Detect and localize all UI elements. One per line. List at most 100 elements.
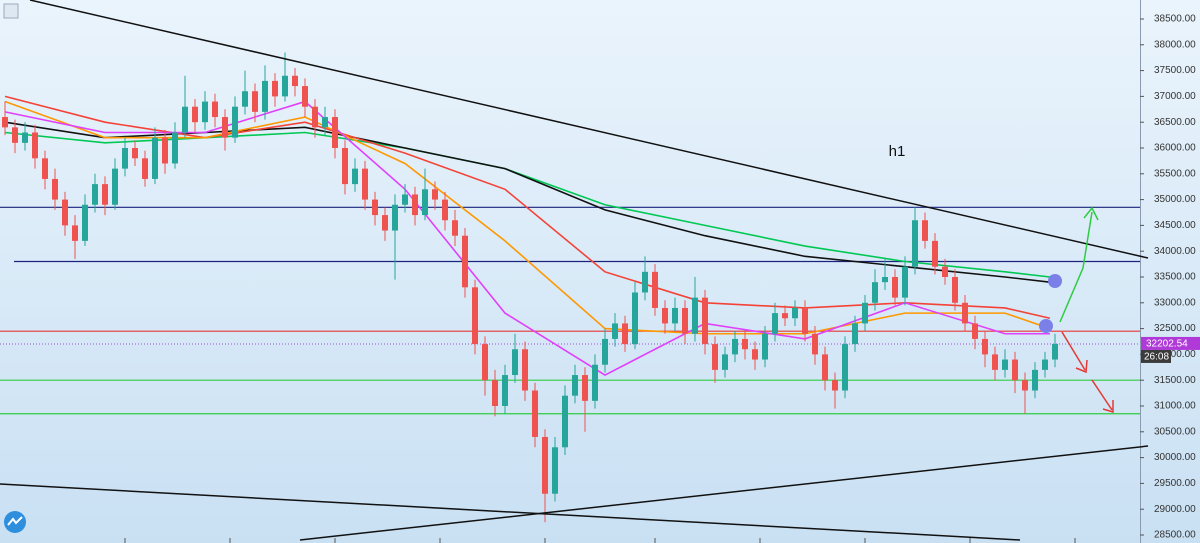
candle-body <box>1012 359 1018 381</box>
candle-body <box>202 101 208 123</box>
candle-body <box>1032 369 1038 391</box>
candle-body <box>372 199 378 216</box>
candle-body <box>682 307 688 334</box>
y-tick-label: 32000.00 <box>1154 349 1196 360</box>
candle-body <box>72 225 78 241</box>
menu-button[interactable] <box>3 3 19 19</box>
candle-body <box>322 117 328 128</box>
candle-body <box>402 194 408 205</box>
candle-body <box>252 91 258 112</box>
candle-body <box>662 307 668 324</box>
candle-body <box>912 220 918 267</box>
candle-body <box>572 375 578 396</box>
candle-body <box>692 297 698 334</box>
candle-body <box>522 349 528 391</box>
moving-average <box>4 131 1051 278</box>
candle-body <box>102 184 108 205</box>
candle-body <box>112 168 118 205</box>
candle-body <box>762 333 768 360</box>
candle-body <box>702 297 708 345</box>
candle-body <box>142 158 148 179</box>
candle-body <box>292 75 298 87</box>
candle-body <box>712 344 718 370</box>
y-tick-label: 34000.00 <box>1154 246 1196 257</box>
x-axis-ticks <box>124 538 1076 543</box>
last-price-box <box>1141 336 1200 350</box>
candle-body <box>92 184 98 205</box>
candle-body <box>552 447 558 494</box>
y-tick-label: 28500.00 <box>1154 530 1196 541</box>
candle-body <box>412 194 418 216</box>
candle-body <box>952 276 958 303</box>
candle-body <box>982 338 988 355</box>
trend-line <box>0 483 1021 541</box>
candle-body <box>222 117 228 138</box>
timeframe-label: h1 <box>889 143 906 160</box>
candle-body <box>272 80 278 97</box>
marker-dot <box>1039 319 1053 333</box>
candle-body <box>132 147 138 159</box>
candle-body <box>542 436 548 494</box>
moving-average <box>4 100 1050 376</box>
candle-body <box>232 106 238 138</box>
candle-body <box>562 395 568 448</box>
candle-body <box>312 106 318 128</box>
candle-body <box>122 147 128 169</box>
candle-body <box>842 344 848 391</box>
candle-body <box>582 375 588 401</box>
candle-body <box>722 354 728 370</box>
candle-body <box>182 106 188 133</box>
candle-body <box>852 323 858 345</box>
candle-body <box>962 302 968 324</box>
candle-body <box>772 313 778 334</box>
candle-body <box>62 199 68 226</box>
candle-body <box>442 199 448 221</box>
candle-body <box>882 276 888 283</box>
candle-body <box>872 282 878 303</box>
candle-body <box>932 240 938 267</box>
y-tick-label: 34500.00 <box>1154 220 1196 231</box>
candle-body <box>52 178 58 200</box>
arrow-head <box>1075 359 1088 374</box>
candle-body <box>782 313 788 319</box>
candle-body <box>602 338 608 365</box>
candle-body <box>492 380 498 406</box>
candle-body <box>392 204 398 231</box>
candle-body <box>82 204 88 241</box>
candle-body <box>502 375 508 406</box>
candle-body <box>2 117 8 128</box>
y-tick-label: 38500.00 <box>1154 14 1196 25</box>
y-tick-label: 32500.00 <box>1154 323 1196 334</box>
plot <box>0 52 1140 523</box>
candle-body <box>1022 380 1028 391</box>
y-tick-label: 33500.00 <box>1154 272 1196 283</box>
candle-body <box>592 364 598 401</box>
y-tick-label: 37500.00 <box>1154 65 1196 76</box>
y-tick-label: 30000.00 <box>1154 452 1196 463</box>
y-tick-label: 38000.00 <box>1154 39 1196 50</box>
y-tick-label: 33000.00 <box>1154 297 1196 308</box>
candle-body <box>792 307 798 319</box>
candle-body <box>612 323 618 339</box>
candle-body <box>462 235 468 288</box>
candle-body <box>282 75 288 97</box>
candle-body <box>1052 343 1058 360</box>
candle-body <box>12 127 18 143</box>
candle-body <box>832 380 838 391</box>
logo-glyph <box>7 516 23 526</box>
candle-body <box>1002 359 1008 370</box>
arrow <box>1091 379 1113 411</box>
candle-body <box>432 189 438 200</box>
arrow <box>1061 331 1086 371</box>
candle-body <box>302 86 308 107</box>
candle-body <box>22 132 28 143</box>
trend-line <box>29 0 1149 259</box>
candle-body <box>332 117 338 148</box>
candle-body <box>512 349 518 376</box>
arrow-head <box>1083 206 1099 221</box>
candle-body <box>212 101 218 118</box>
last-price-label: 32202.54 <box>1146 339 1188 350</box>
y-tick-label: 29500.00 <box>1154 478 1196 489</box>
candle-body <box>262 80 268 112</box>
